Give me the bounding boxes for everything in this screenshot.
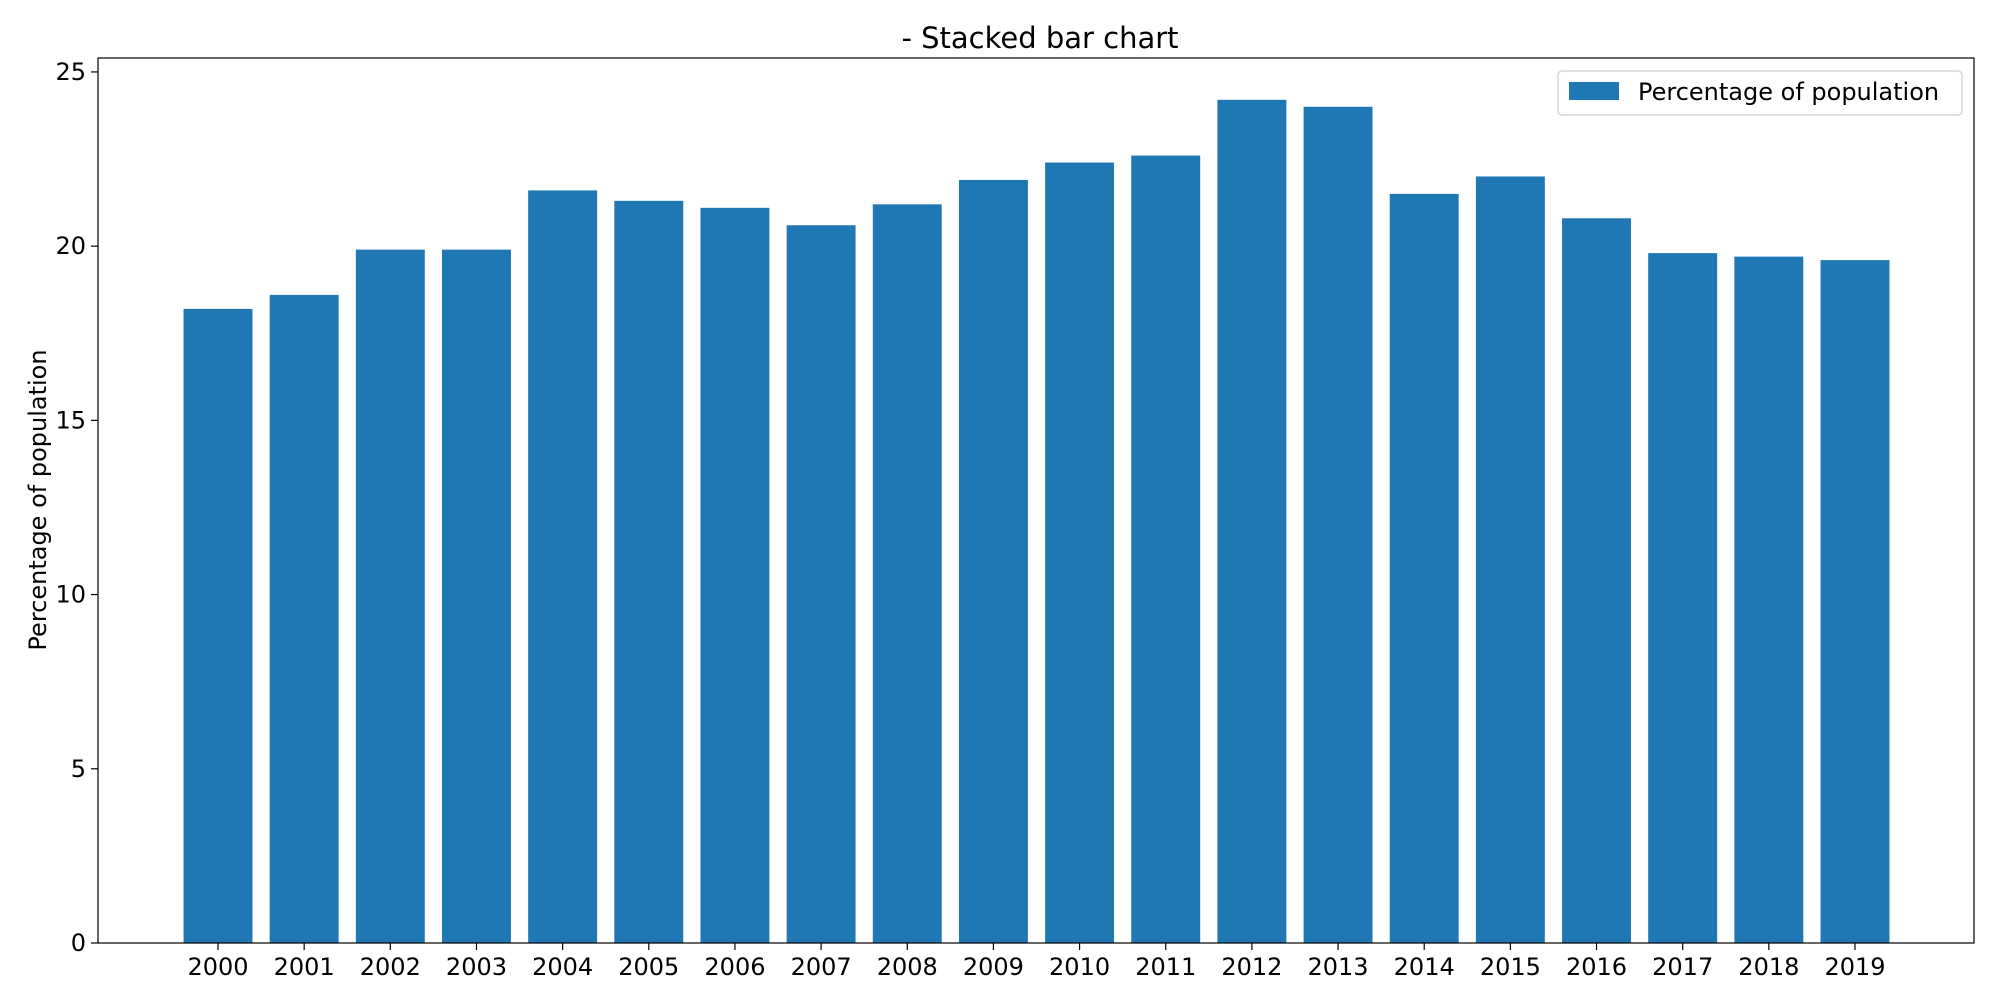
bar-2013 (1303, 106, 1373, 943)
bar-2000 (183, 308, 253, 943)
x-tick-label-2018: 2018 (1738, 953, 1799, 981)
legend-box (1557, 70, 1963, 116)
legend: Percentage of population (1557, 70, 1963, 116)
x-tick-label-2003: 2003 (446, 953, 507, 981)
x-tick-label-2005: 2005 (618, 953, 679, 981)
y-tick-label-20: 20 (55, 232, 86, 260)
bar-2018 (1734, 256, 1804, 944)
bar-2015 (1475, 176, 1545, 943)
x-tick-label-2010: 2010 (1049, 953, 1110, 981)
bar-2008 (872, 204, 942, 944)
x-tick-label-2013: 2013 (1308, 953, 1369, 981)
bar-2019 (1820, 260, 1890, 944)
x-tick-label-2014: 2014 (1394, 953, 1455, 981)
bar-2005 (614, 200, 684, 944)
x-tick-label-2002: 2002 (360, 953, 421, 981)
chart-title: - Stacked bar chart (901, 21, 1178, 55)
x-tick-label-2008: 2008 (877, 953, 938, 981)
y-tick-label-25: 25 (55, 58, 86, 86)
bars-layer (183, 99, 1890, 944)
bar-2003 (442, 249, 511, 943)
bar-2014 (1389, 193, 1459, 943)
bar-2011 (1131, 155, 1201, 943)
x-tick-label-2017: 2017 (1652, 953, 1713, 981)
bar-2012 (1217, 99, 1287, 943)
bar-2016 (1562, 218, 1631, 943)
x-axis: 2000 2001 2002 2003 2004 2005 2006 2007 2008 2009… (187, 943, 1886, 981)
x-tick-label-2009: 2009 (963, 953, 1024, 981)
bar-2009 (958, 179, 1028, 943)
x-tick-label-2006: 2006 (704, 953, 765, 981)
legend-entry-label: Percentage of population (1638, 78, 1939, 106)
x-tick-label-2016: 2016 (1566, 953, 1627, 981)
bar-2004 (528, 190, 598, 943)
y-tick-label-10: 10 (55, 581, 86, 609)
x-tick-label-2004: 2004 (532, 953, 593, 981)
bar-2002 (355, 249, 425, 943)
bar-2007 (786, 225, 856, 944)
legend-swatch (1569, 82, 1619, 100)
y-axis: 0 5 10 15 20 25 (55, 58, 98, 957)
x-tick-label-2019: 2019 (1824, 953, 1885, 981)
plot-frame (97, 57, 1975, 944)
bar-2001 (269, 294, 339, 943)
y-axis-label: Percentage of population (24, 349, 52, 650)
x-tick-label-2015: 2015 (1480, 953, 1541, 981)
x-tick-label-2001: 2001 (274, 953, 335, 981)
bar-2017 (1648, 253, 1718, 943)
x-tick-label-2000: 2000 (187, 953, 248, 981)
bar-2010 (1045, 162, 1115, 943)
x-tick-label-2012: 2012 (1221, 953, 1282, 981)
y-tick-label-5: 5 (71, 755, 86, 783)
x-tick-label-2011: 2011 (1135, 953, 1196, 981)
y-tick-label-0: 0 (71, 929, 86, 957)
y-tick-label-15: 15 (55, 406, 86, 434)
bar-2006 (700, 207, 770, 943)
x-tick-label-2007: 2007 (791, 953, 852, 981)
